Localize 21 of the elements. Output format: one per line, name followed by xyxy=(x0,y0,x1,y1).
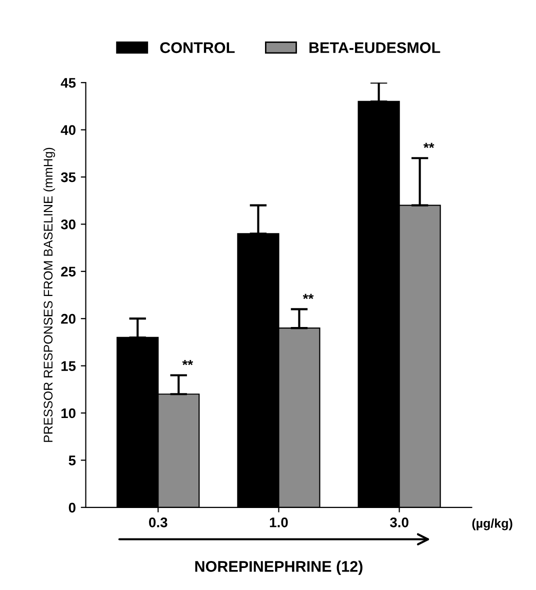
text: (µg/kg) xyxy=(472,518,512,530)
annotation: ** xyxy=(182,360,194,366)
x-tick-label: 3.0 xyxy=(390,517,408,528)
y-axis-title: PRESSOR RESPONSES FROM BASELINE (mmHg) xyxy=(43,148,56,442)
y-tick-label: 10 xyxy=(61,408,76,418)
y-tick-label: 45 xyxy=(60,78,76,88)
y-tick-label: 5 xyxy=(68,456,76,466)
legend-label: BETA-EUDESMOL xyxy=(310,42,440,54)
x-tick-label: 1.0 xyxy=(270,517,288,528)
y-tick-label: 15 xyxy=(61,361,76,371)
y-tick-label: 30 xyxy=(60,220,76,230)
x-tick-label: 0.3 xyxy=(149,517,168,528)
annotation: ** xyxy=(302,294,314,300)
y-tick-label: 35 xyxy=(60,172,76,182)
legend-label: CONTROL xyxy=(160,42,235,54)
y-tick-label: 25 xyxy=(61,266,76,277)
x-axis-title: NOREPINEPHRINE (12) xyxy=(195,560,362,575)
annotation: ** xyxy=(423,142,434,148)
y-tick-label: 40 xyxy=(60,125,76,135)
y-tick-label: 20 xyxy=(61,314,76,324)
y-tick-label: 0 xyxy=(68,502,76,513)
